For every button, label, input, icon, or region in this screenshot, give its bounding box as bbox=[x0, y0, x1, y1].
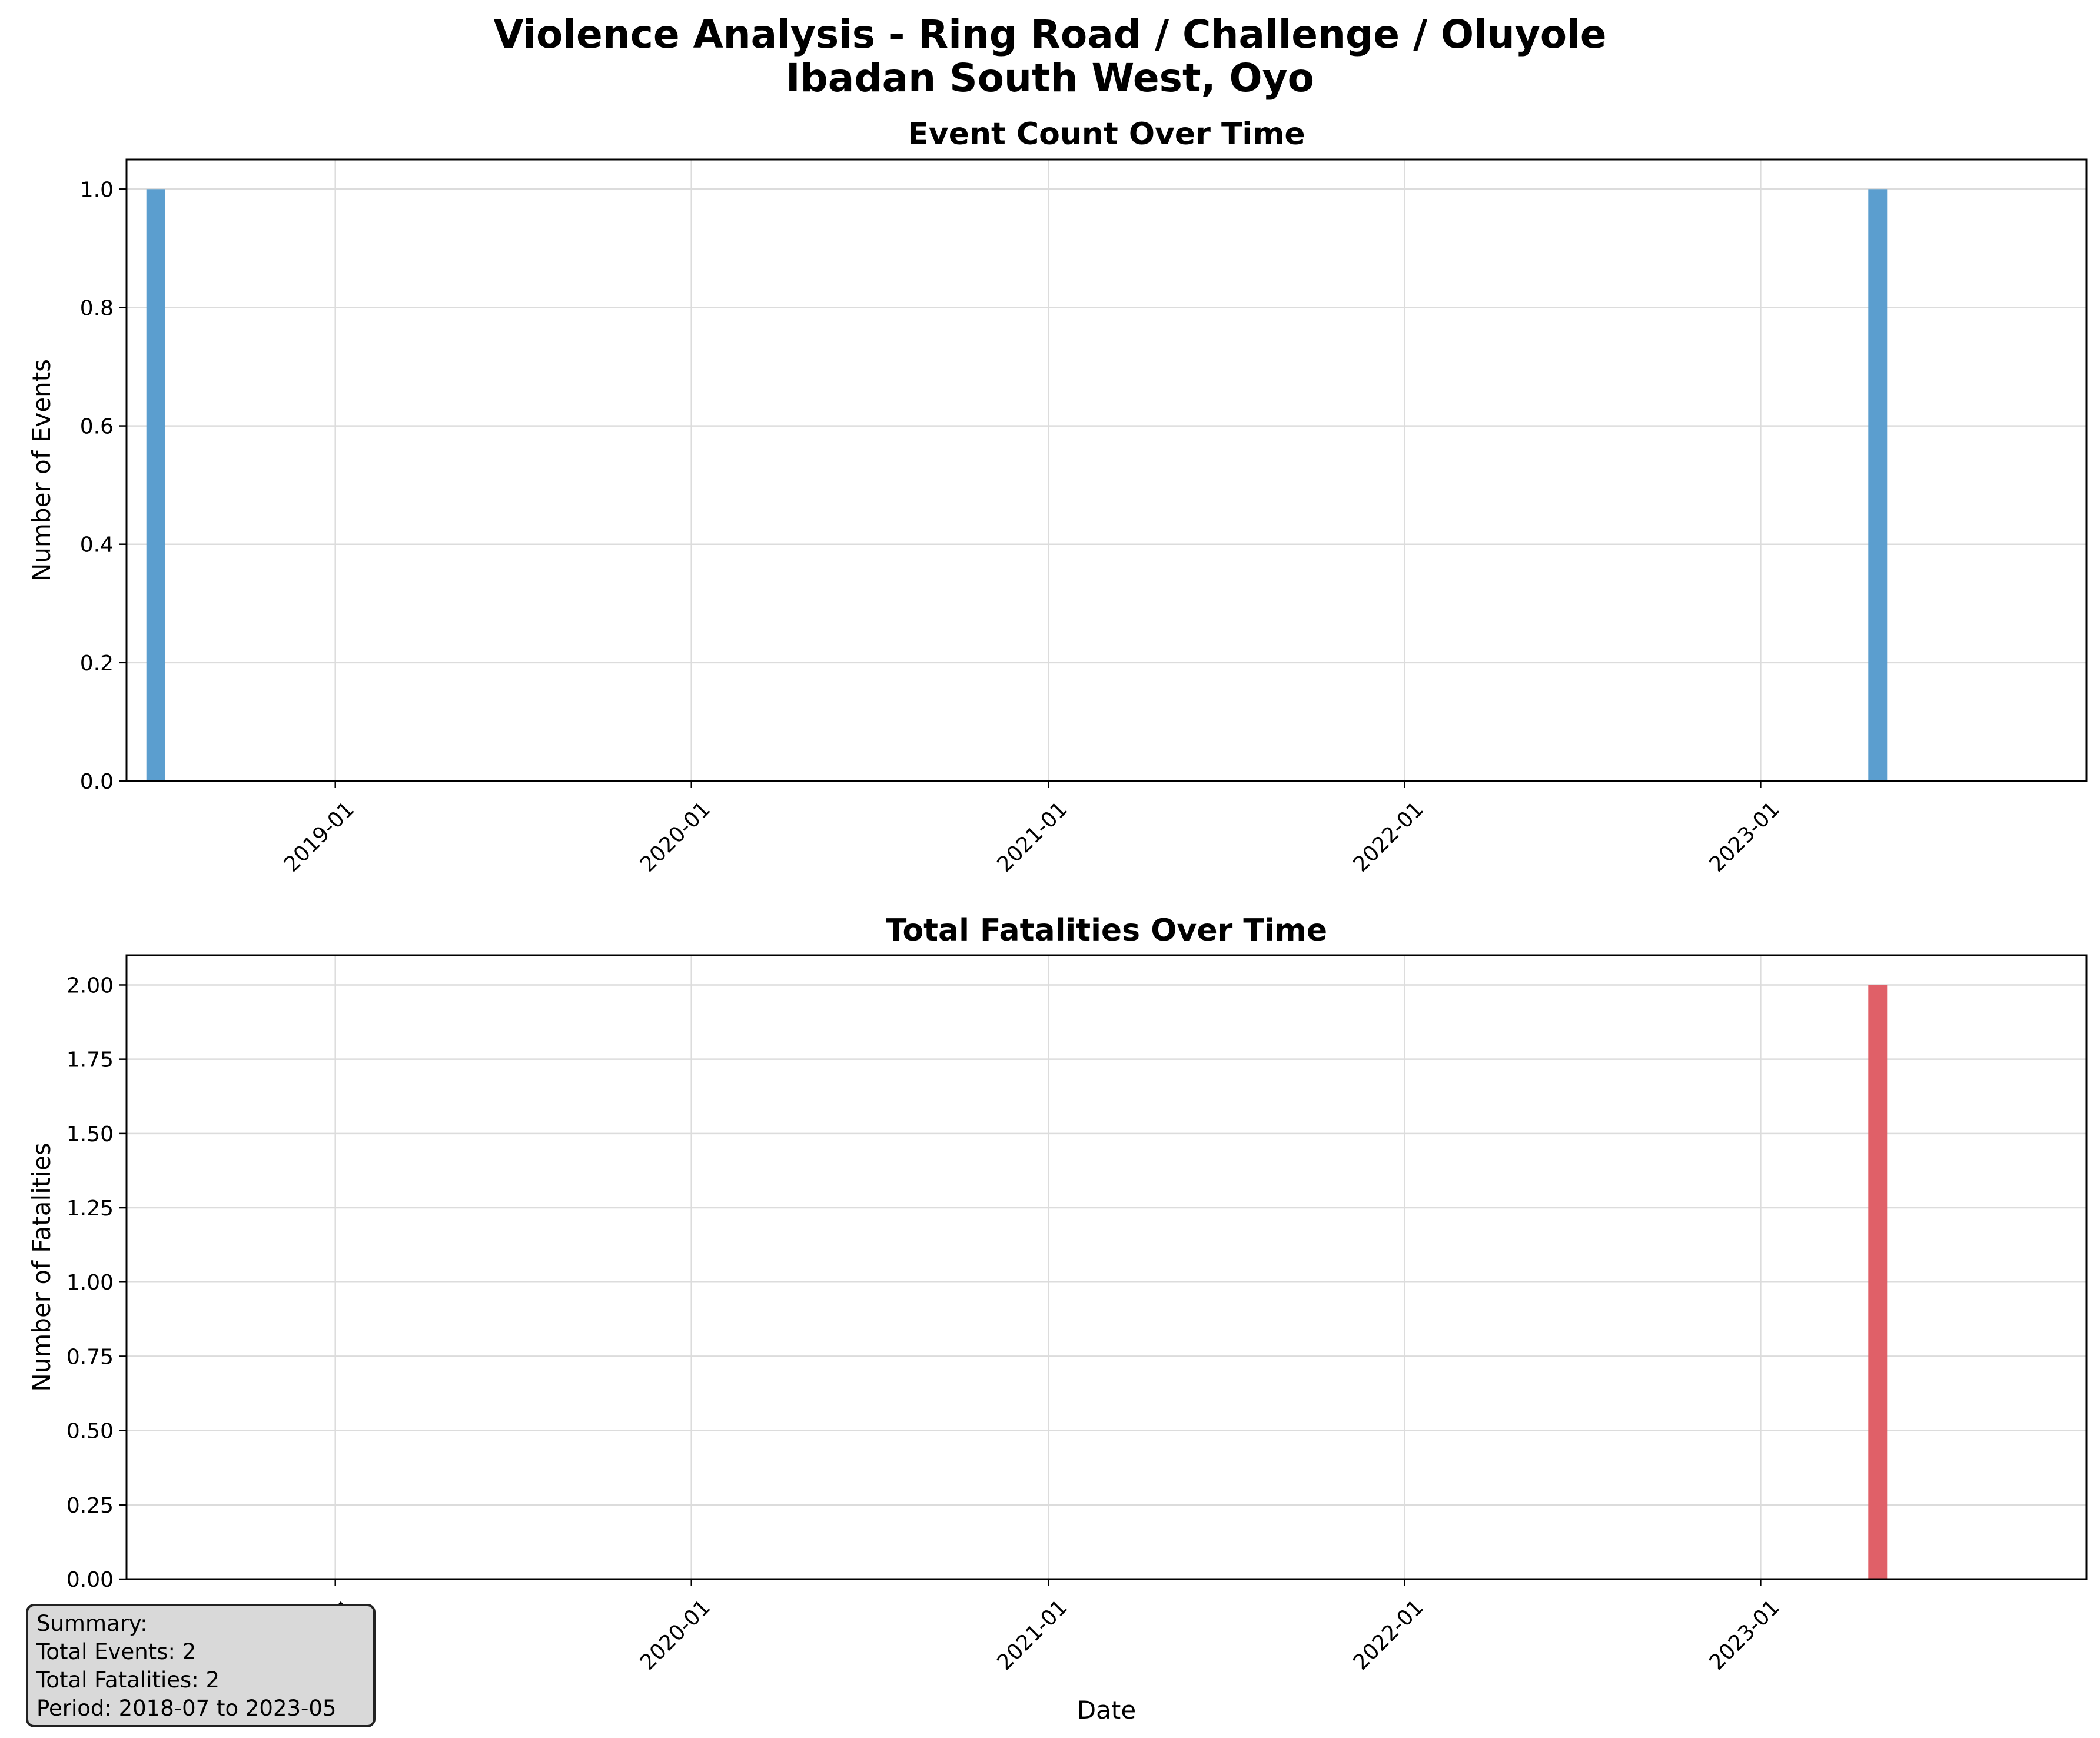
y-tick-label: 0.6 bbox=[80, 415, 114, 439]
fatalities-chart: 0.000.250.500.751.001.251.501.752.002019… bbox=[27, 913, 2088, 1724]
summary-heading: Summary: bbox=[36, 1611, 148, 1636]
summary-total-events: Total Events: 2 bbox=[36, 1639, 197, 1664]
y-axis-label: Number of Events bbox=[27, 359, 56, 581]
y-tick-label: 0.8 bbox=[80, 296, 114, 320]
x-tick-label: 2023-01 bbox=[1704, 1595, 1784, 1674]
y-tick-label: 1.0 bbox=[80, 178, 114, 202]
summary-period: Period: 2018-07 to 2023-05 bbox=[36, 1696, 337, 1721]
bar-2023-05 bbox=[1868, 189, 1888, 781]
event-count-chart: 0.0 0.2 0.4 0.6 0.8 1.0 2019-01 2020-01 2021-01 2… bbox=[27, 117, 2088, 877]
x-axis-label: Date bbox=[1077, 1696, 1136, 1724]
chart-title: Event Count Over Time bbox=[908, 117, 1305, 152]
x-tick-label: 2022-01 bbox=[1348, 797, 1428, 876]
y-tick-label: 0.50 bbox=[67, 1420, 114, 1444]
y-tick-label: 1.50 bbox=[67, 1122, 114, 1147]
x-tick-label: 2020-01 bbox=[636, 1595, 715, 1674]
y-tick-label: 0.4 bbox=[80, 533, 114, 557]
x-tick-label: 2019-01 bbox=[280, 797, 359, 876]
x-tick-label: 2023-01 bbox=[1704, 797, 1784, 876]
x-tick-label: 2021-01 bbox=[992, 1595, 1072, 1674]
y-tick-label: 1.75 bbox=[67, 1048, 114, 1072]
y-axis-label: Number of Fatalities bbox=[27, 1142, 56, 1391]
figure-title-line1: Violence Analysis - Ring Road / Challeng… bbox=[493, 12, 1607, 57]
y-tick-label: 1.25 bbox=[67, 1197, 114, 1221]
summary-total-fatalities: Total Fatalities: 2 bbox=[36, 1667, 220, 1693]
y-tick-label: 0.0 bbox=[80, 770, 114, 794]
figure-title-line2: Ibadan South West, Oyo bbox=[785, 55, 1315, 101]
y-tick-label: 1.00 bbox=[67, 1271, 114, 1295]
x-tick-label: 2021-01 bbox=[992, 797, 1072, 876]
x-tick-label: 2022-01 bbox=[1348, 1595, 1428, 1674]
y-tick-label: 0.2 bbox=[80, 652, 114, 676]
y-tick-label: 2.00 bbox=[67, 973, 114, 998]
x-tick-label: 2020-01 bbox=[636, 797, 715, 876]
y-tick-label: 0.75 bbox=[67, 1345, 114, 1369]
chart-title: Total Fatalities Over Time bbox=[886, 913, 1327, 948]
summary-box: Summary: Total Events: 2 Total Fatalitie… bbox=[26, 1604, 376, 1727]
bar-2018-07 bbox=[146, 189, 165, 781]
bar-2023-05 bbox=[1868, 985, 1888, 1579]
plot-frame bbox=[125, 954, 2088, 1580]
y-tick-label: 0.00 bbox=[67, 1568, 114, 1592]
plot-frame bbox=[125, 158, 2088, 782]
y-tick-label: 0.25 bbox=[67, 1494, 114, 1518]
